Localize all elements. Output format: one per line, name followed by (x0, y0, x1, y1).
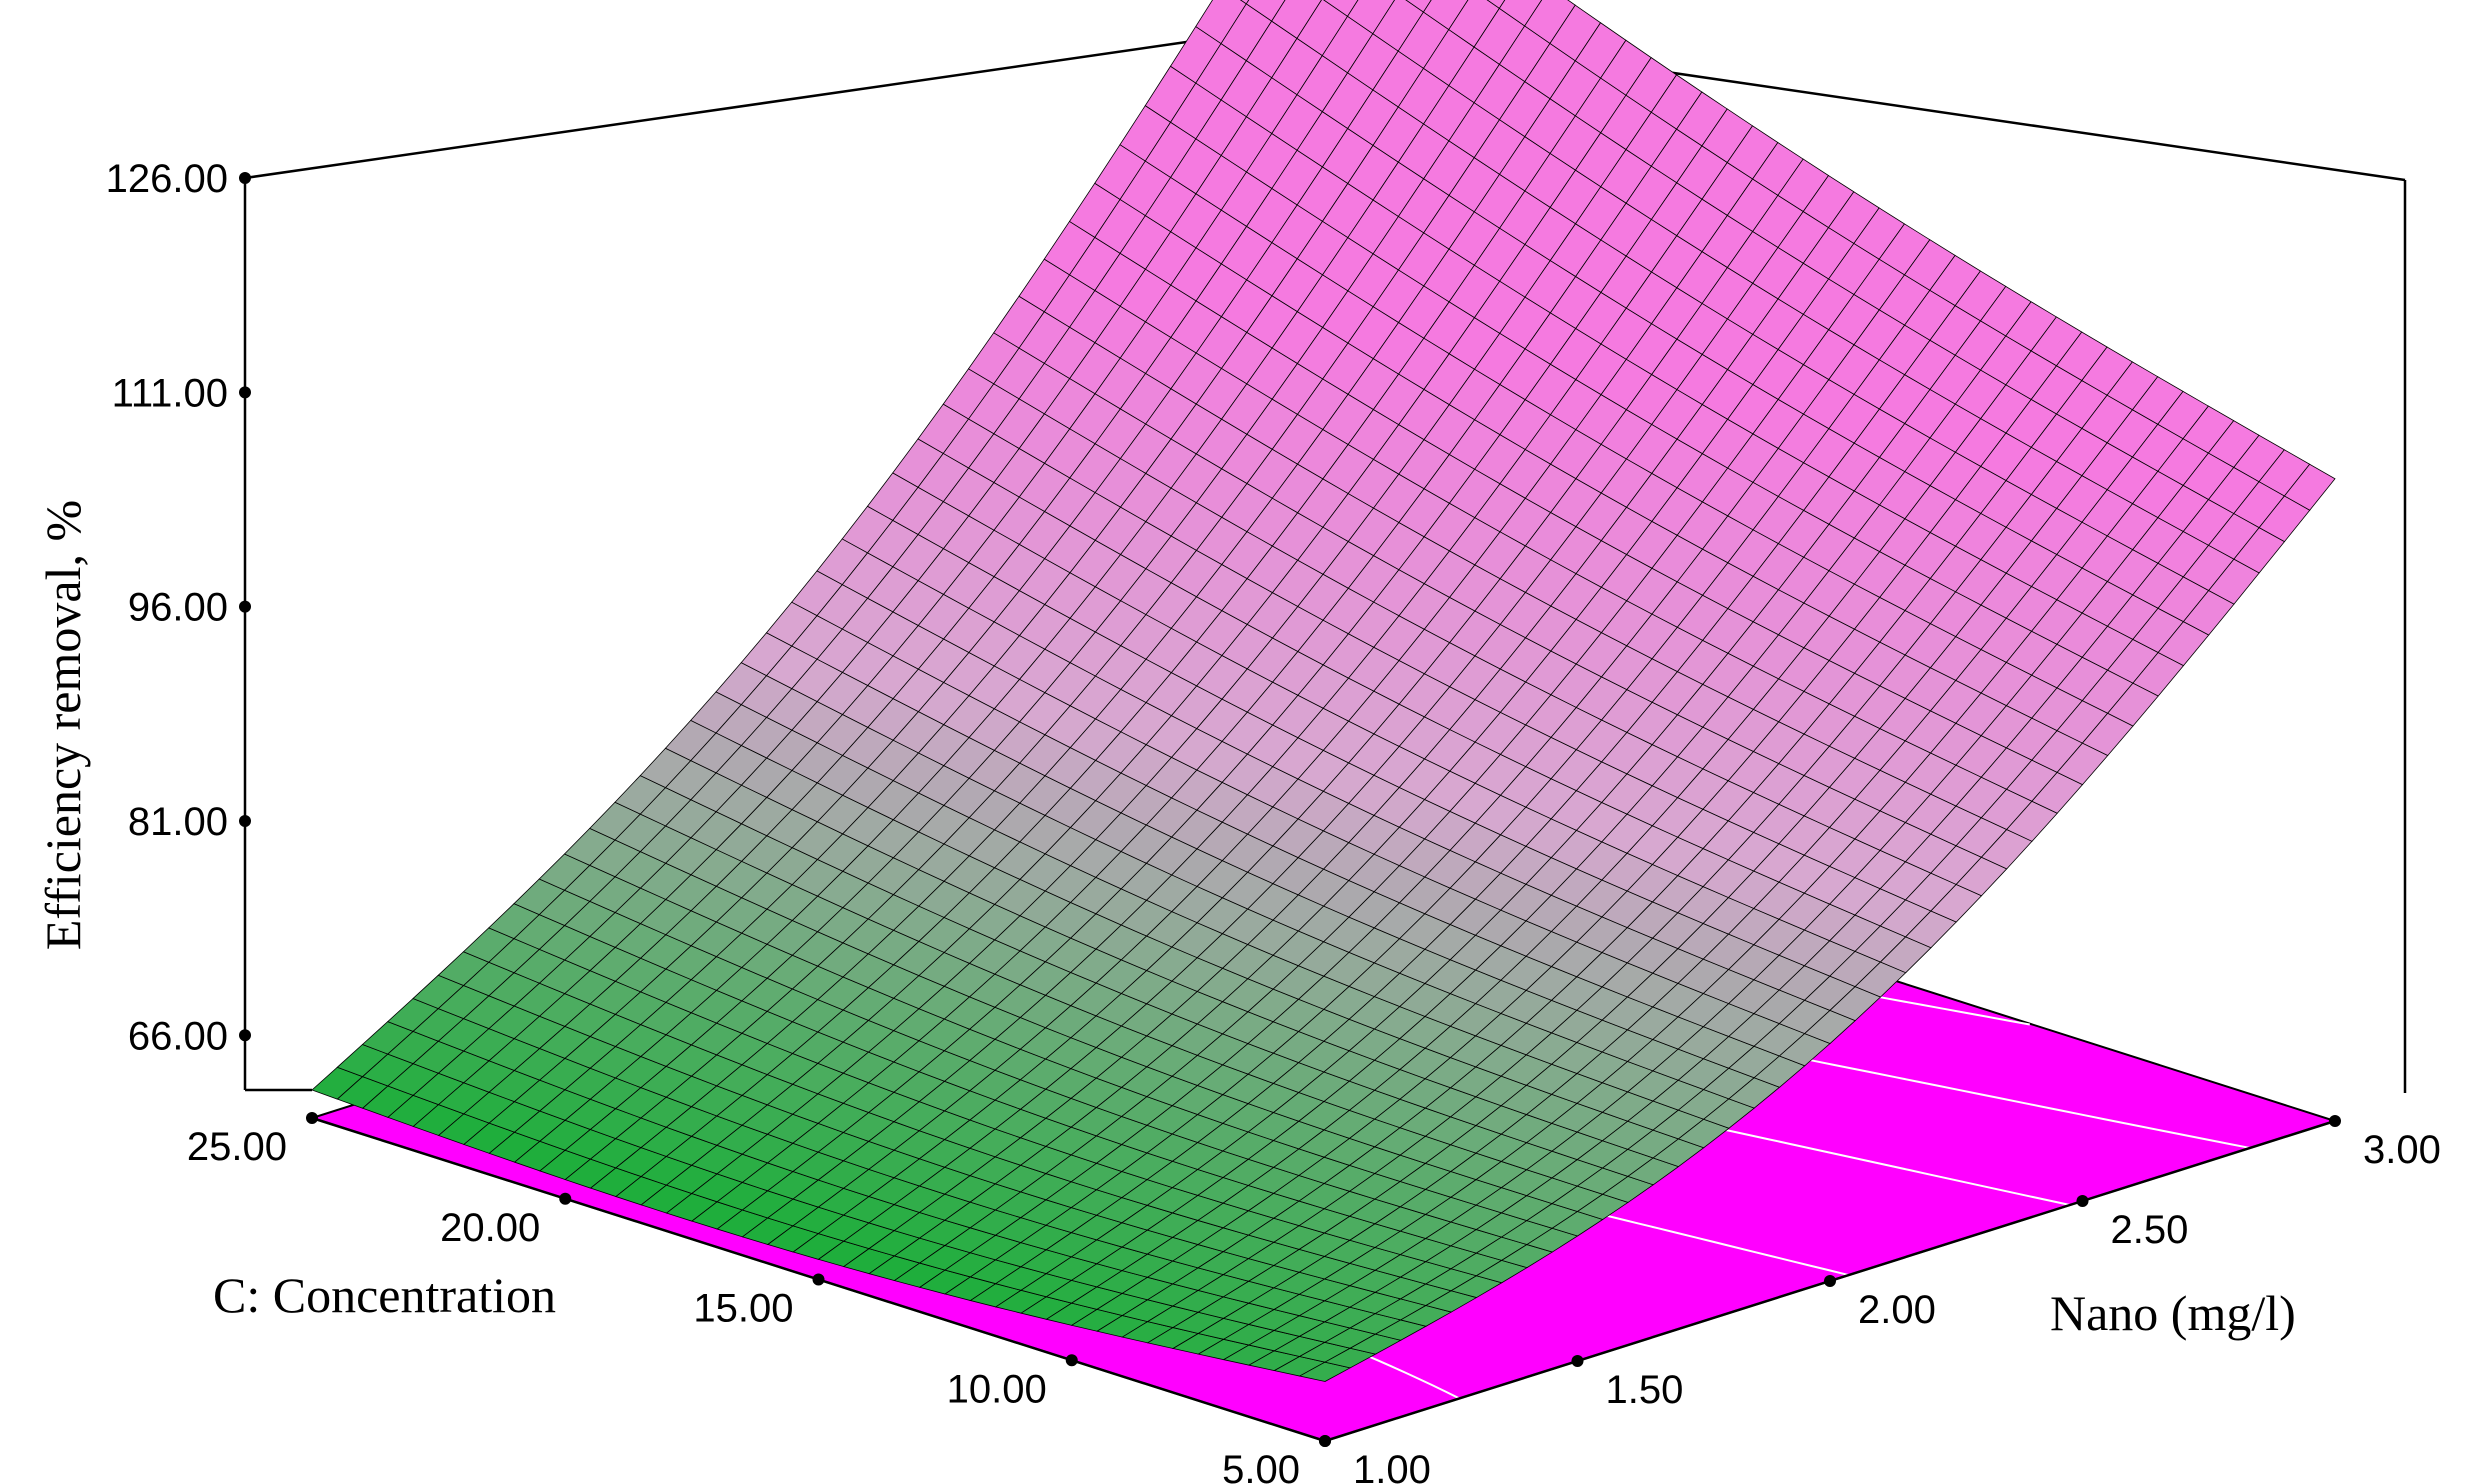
x-axis-title: Nano (mg/l) (2050, 1285, 2296, 1341)
z-tick (239, 386, 251, 399)
response-surface (311, 0, 2336, 1382)
y-tick-label: 10.00 (947, 1367, 1047, 1411)
y-tick (812, 1273, 825, 1286)
z-tick-label: 96.00 (128, 586, 228, 630)
x-tick (1824, 1275, 1836, 1287)
z-tick (239, 600, 251, 613)
axis-ticks (239, 172, 2341, 1447)
x-tick (1571, 1355, 1584, 1367)
surface-cell (1245, 0, 1286, 22)
z-tick (239, 814, 251, 827)
y-axis-title: C: Concentration (213, 1267, 556, 1323)
y-tick-label: 20.00 (440, 1206, 540, 1250)
z-tick-label: 111.00 (112, 371, 228, 415)
axis-tick-labels: 66.00 81.00 96.00 111.00 126.00 5.00 10.00 15.0… (106, 157, 2441, 1484)
x-tick-label: 2.50 (2111, 1208, 2189, 1252)
x-tick-label: 2.00 (1858, 1288, 1936, 1332)
x-tick-label: 3.00 (2363, 1128, 2441, 1172)
back-top-left-edge (244, 20, 1326, 180)
y-tick (1065, 1354, 1078, 1367)
z-axis-title: Efficiency removal, % (35, 500, 91, 950)
y-tick-label: 5.00 (1222, 1448, 1300, 1484)
x-tick (1319, 1435, 1331, 1447)
y-tick-label: 25.00 (187, 1125, 287, 1169)
surface-cell (2283, 463, 2336, 511)
x-tick-label: 1.00 (1353, 1448, 1431, 1484)
z-tick (239, 1029, 251, 1042)
x-tick-label: 1.50 (1606, 1368, 1684, 1412)
y-tick (559, 1192, 572, 1205)
z-tick-label: 126.00 (106, 157, 228, 201)
surface-cell (1323, 0, 1359, 17)
y-tick-label: 15.00 (693, 1287, 793, 1331)
z-tick (239, 172, 251, 184)
y-tick (306, 1112, 318, 1124)
x-tick (2329, 1115, 2341, 1127)
z-tick-label: 81.00 (128, 800, 228, 844)
x-tick (2076, 1195, 2089, 1207)
z-tick-label: 66.00 (128, 1014, 228, 1058)
